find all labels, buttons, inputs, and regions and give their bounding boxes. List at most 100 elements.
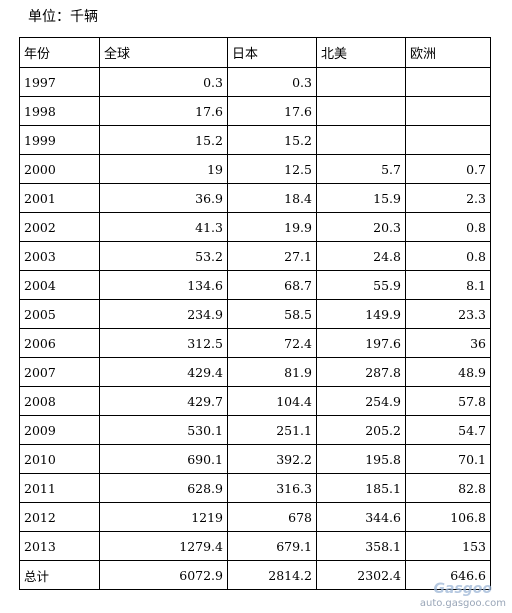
japan-cell: 679.1 [227, 531, 317, 561]
year-cell: 总计 [19, 560, 100, 590]
north-america-cell: 15.9 [316, 183, 406, 213]
europe-cell: 23.3 [405, 299, 491, 329]
north-america-cell [316, 125, 406, 155]
japan-cell: 392.2 [227, 444, 317, 474]
year-cell: 2010 [19, 444, 100, 474]
north-america-cell: 2302.4 [316, 560, 406, 590]
japan-cell: 251.1 [227, 415, 317, 445]
japan-cell: 316.3 [227, 473, 317, 503]
table-row: 2004 134.6 68.7 55.9 8.1 [19, 270, 491, 300]
europe-cell: 57.8 [405, 386, 491, 416]
europe-cell: 0.8 [405, 241, 491, 271]
table-row: 2000 19 12.5 5.7 0.7 [19, 154, 491, 184]
japan-cell: 81.9 [227, 357, 317, 387]
year-cell: 2006 [19, 328, 100, 358]
europe-cell: 2.3 [405, 183, 491, 213]
table-row: 2013 1279.4 679.1 358.1 153 [19, 531, 491, 561]
japan-cell: 678 [227, 502, 317, 532]
global-cell: 134.6 [99, 270, 228, 300]
table-row: 2001 36.9 18.4 15.9 2.3 [19, 183, 491, 213]
europe-cell: 70.1 [405, 444, 491, 474]
europe-cell [405, 96, 491, 126]
table-header-row: 年份 全球 日本 北美 欧洲 [19, 37, 491, 68]
europe-cell: 8.1 [405, 270, 491, 300]
table-row: 1997 0.3 0.3 [19, 67, 491, 97]
japan-cell: 19.9 [227, 212, 317, 242]
year-cell: 2005 [19, 299, 100, 329]
north-america-cell [316, 67, 406, 97]
north-america-cell: 24.8 [316, 241, 406, 271]
header-global: 全球 [99, 37, 228, 68]
global-cell: 690.1 [99, 444, 228, 474]
header-year: 年份 [19, 37, 100, 68]
year-cell: 2002 [19, 212, 100, 242]
global-cell: 6072.9 [99, 560, 228, 590]
north-america-cell: 344.6 [316, 502, 406, 532]
europe-cell [405, 67, 491, 97]
year-cell: 1999 [19, 125, 100, 155]
north-america-cell: 55.9 [316, 270, 406, 300]
japan-cell: 68.7 [227, 270, 317, 300]
japan-cell: 15.2 [227, 125, 317, 155]
north-america-cell: 20.3 [316, 212, 406, 242]
north-america-cell [316, 96, 406, 126]
europe-cell: 36 [405, 328, 491, 358]
north-america-cell: 254.9 [316, 386, 406, 416]
table-row: 2007 429.4 81.9 287.8 48.9 [19, 357, 491, 387]
europe-cell: 48.9 [405, 357, 491, 387]
header-north-america: 北美 [316, 37, 406, 68]
global-cell: 234.9 [99, 299, 228, 329]
global-cell: 0.3 [99, 67, 228, 97]
year-cell: 2008 [19, 386, 100, 416]
header-japan: 日本 [227, 37, 317, 68]
north-america-cell: 205.2 [316, 415, 406, 445]
global-cell: 1219 [99, 502, 228, 532]
japan-cell: 18.4 [227, 183, 317, 213]
table-row: 2003 53.2 27.1 24.8 0.8 [19, 241, 491, 271]
table-row: 2010 690.1 392.2 195.8 70.1 [19, 444, 491, 474]
table-row: 1998 17.6 17.6 [19, 96, 491, 126]
table-row: 1999 15.2 15.2 [19, 125, 491, 155]
year-cell: 2009 [19, 415, 100, 445]
watermark-url: auto.gasgoo.com [419, 598, 506, 609]
table-row: 2006 312.5 72.4 197.6 36 [19, 328, 491, 358]
europe-cell: 82.8 [405, 473, 491, 503]
global-cell: 1279.4 [99, 531, 228, 561]
japan-cell: 0.3 [227, 67, 317, 97]
global-cell: 530.1 [99, 415, 228, 445]
year-cell: 2007 [19, 357, 100, 387]
europe-cell: 54.7 [405, 415, 491, 445]
table-row: 总计 6072.9 2814.2 2302.4 646.6 [19, 560, 491, 590]
north-america-cell: 185.1 [316, 473, 406, 503]
table-row: 2008 429.7 104.4 254.9 57.8 [19, 386, 491, 416]
japan-cell: 104.4 [227, 386, 317, 416]
global-cell: 36.9 [99, 183, 228, 213]
japan-cell: 27.1 [227, 241, 317, 271]
watermark: Gasgoo auto.gasgoo.com [386, 581, 506, 613]
japan-cell: 58.5 [227, 299, 317, 329]
year-cell: 2003 [19, 241, 100, 271]
watermark-logo: Gasgoo [433, 581, 492, 597]
year-cell: 1997 [19, 67, 100, 97]
year-cell: 2004 [19, 270, 100, 300]
north-america-cell: 149.9 [316, 299, 406, 329]
europe-cell [405, 125, 491, 155]
global-cell: 19 [99, 154, 228, 184]
europe-cell: 0.7 [405, 154, 491, 184]
global-cell: 429.7 [99, 386, 228, 416]
europe-cell: 153 [405, 531, 491, 561]
year-cell: 2012 [19, 502, 100, 532]
sales-table: 年份 全球 日本 北美 欧洲 1997 0.3 0.3 1998 17.6 17.6 199… [19, 37, 491, 590]
global-cell: 15.2 [99, 125, 228, 155]
global-cell: 53.2 [99, 241, 228, 271]
unit-label: 单位：千辆 [28, 9, 98, 25]
global-cell: 17.6 [99, 96, 228, 126]
year-cell: 1998 [19, 96, 100, 126]
north-america-cell: 195.8 [316, 444, 406, 474]
year-cell: 2000 [19, 154, 100, 184]
year-cell: 2011 [19, 473, 100, 503]
japan-cell: 17.6 [227, 96, 317, 126]
global-cell: 628.9 [99, 473, 228, 503]
north-america-cell: 287.8 [316, 357, 406, 387]
north-america-cell: 358.1 [316, 531, 406, 561]
